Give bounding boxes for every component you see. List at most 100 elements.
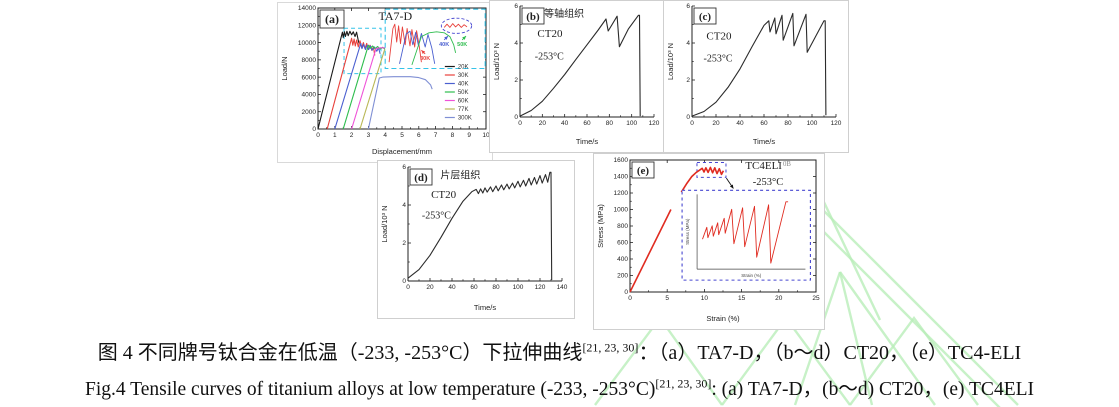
caption-zh-refs: [21, 23, 30] [582,340,639,355]
svg-text:9: 9 [467,132,471,139]
chart-b-equiaxed-ct20: 0 20 40 60 80 100 120 0 2 4 6 Time/s Load/10³ N (b) 等轴… [492,3,660,146]
svg-text:6: 6 [686,3,690,10]
svg-text:0: 0 [316,132,320,139]
svg-text:600: 600 [617,240,628,247]
svg-text:(e): (e) [637,165,650,177]
svg-text:1600: 1600 [614,157,629,164]
svg-text:100: 100 [513,284,524,291]
svg-text:Displacement/mm: Displacement/mm [372,147,432,156]
svg-text:Load/10³ N: Load/10³ N [492,43,501,80]
svg-text:6: 6 [417,132,421,139]
svg-text:50K: 50K [457,42,467,48]
svg-text:300K: 300K [458,116,472,122]
svg-text:8: 8 [451,132,455,139]
svg-text:-253°C: -253°C [535,51,564,62]
svg-text:50K: 50K [458,90,469,96]
svg-text:40: 40 [561,120,569,127]
panel-a: 0 1 2 3 4 5 6 7 8 9 10 0 2000 4000 6000 8000 10000 12000 1… [277,2,493,163]
svg-text:2000: 2000 [302,109,317,116]
svg-text:100: 100 [626,120,637,127]
svg-text:Load/N: Load/N [280,56,289,80]
svg-text:140: 140 [557,284,568,291]
svg-text:-253°C: -253°C [704,54,733,65]
svg-text:120: 120 [831,120,842,127]
caption-en-refs: [21, 23, 30] [655,376,712,391]
svg-text:20: 20 [539,120,547,127]
svg-text:4: 4 [383,132,387,139]
svg-text:2: 2 [402,240,406,247]
svg-text:(c): (c) [699,11,712,23]
svg-text:7: 7 [434,132,438,139]
svg-text:4000: 4000 [302,92,317,99]
svg-text:TC4ELI0B: TC4ELI0B [745,160,791,172]
svg-text:CT20: CT20 [431,189,457,201]
svg-text:片层组织: 片层组织 [440,168,480,181]
caption-zh-text: 图 4 不同牌号钛合金在低温（-233, -253°C）下拉伸曲线 [97,342,583,364]
svg-text:6: 6 [514,3,518,10]
svg-text:25: 25 [812,295,820,302]
panel-d: 0 20 40 60 80 100 120 140 0 2 4 6 Time/s Load/10³ N (d… [377,160,575,319]
svg-text:10: 10 [701,295,709,302]
svg-text:1: 1 [333,132,337,139]
svg-text:800: 800 [617,223,628,230]
svg-text:TA7-D: TA7-D [378,9,412,23]
svg-text:120: 120 [535,284,546,291]
svg-text:40K: 40K [439,42,449,48]
svg-text:400: 400 [617,256,628,263]
svg-text:80: 80 [606,120,614,127]
svg-text:Time/s: Time/s [576,137,598,146]
svg-text:30K: 30K [458,73,469,79]
svg-text:(d): (d) [414,172,428,184]
svg-text:1000: 1000 [614,207,629,214]
svg-text:0: 0 [312,126,316,133]
svg-text:14000: 14000 [298,5,316,12]
svg-text:0: 0 [406,284,410,291]
caption-en-text: Fig.4 Tensile curves of titanium alloys … [84,379,656,400]
svg-text:30K: 30K [420,56,430,62]
svg-text:5: 5 [665,295,669,302]
svg-text:CT20: CT20 [706,30,732,42]
panel-e: 0 5 10 15 20 25 0 200 400 600 800 1000 1200 1400 1600 S… [593,153,825,330]
svg-text:80: 80 [492,284,500,291]
svg-text:Time/s: Time/s [474,303,496,312]
chart-c-ct20: 0 20 40 60 80 100 120 0 2 4 6 Time/s Load/10³ N (c) CT… [666,3,842,146]
svg-text:Stress (MPa): Stress (MPa) [596,204,605,248]
svg-text:15: 15 [738,295,746,302]
svg-text:2: 2 [350,132,354,139]
caption-en: Fig.4 Tensile curves of titanium alloys … [0,372,1119,401]
svg-text:77K: 77K [458,107,469,113]
svg-text:40K: 40K [458,82,469,88]
svg-text:8000: 8000 [302,57,317,64]
svg-text:2: 2 [514,77,518,84]
svg-text:Load/10³ N: Load/10³ N [380,205,389,242]
svg-text:40: 40 [736,120,744,127]
svg-text:等轴组织: 等轴组织 [544,7,584,20]
panel-c: 0 20 40 60 80 100 120 0 2 4 6 Time/s Load/10³ N (c) CT… [663,0,849,153]
svg-text:4: 4 [402,202,406,209]
svg-text:4: 4 [514,40,518,47]
svg-text:3: 3 [367,132,371,139]
svg-text:(b): (b) [526,11,540,23]
svg-text:60K: 60K [458,99,469,105]
svg-text:Load/10³ N: Load/10³ N [666,43,675,80]
svg-text:60: 60 [583,120,591,127]
panel-b: 0 20 40 60 80 100 120 0 2 4 6 Time/s Load/10³ N (b) 等轴… [489,0,665,153]
svg-text:CT20: CT20 [537,28,563,40]
svg-text:-253°C: -253°C [753,177,783,188]
chart-a-tensile-curves: 0 1 2 3 4 5 6 7 8 9 10 0 2000 4000 6000 8000 10000 12000 1… [280,5,490,156]
chart-d-lamellar-ct20: 0 20 40 60 80 100 120 140 0 2 4 6 Time/s Load/10³ N (d… [380,164,568,312]
svg-text:0: 0 [624,289,628,296]
svg-text:Strain (%): Strain (%) [706,314,740,323]
svg-text:2: 2 [686,77,690,84]
svg-text:5: 5 [400,132,404,139]
svg-text:-253°C: -253°C [422,210,451,221]
svg-text:0: 0 [514,114,518,121]
svg-text:12000: 12000 [298,22,316,29]
svg-text:40: 40 [448,284,456,291]
svg-text:1200: 1200 [614,190,629,197]
svg-text:60: 60 [760,120,768,127]
svg-text:80: 80 [784,120,792,127]
svg-text:120: 120 [649,120,660,127]
caption-zh-items: ：（a）TA7-D，（b～d）CT20，（e）TC4-ELI [638,342,1022,364]
